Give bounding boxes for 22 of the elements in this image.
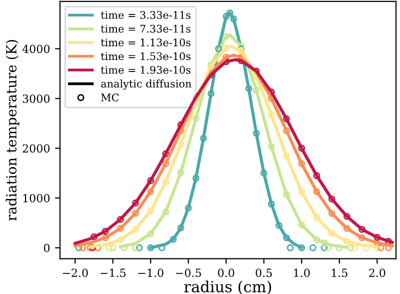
x-tick-label: 0.0 (218, 268, 234, 278)
x-tick-label: −1.0 (138, 268, 164, 278)
x-tick-label: −1.5 (100, 268, 126, 278)
x-tick-label: −0.5 (176, 268, 201, 278)
legend-label: analytic diffusion (101, 79, 192, 90)
y-tick-label: 3000 (22, 94, 50, 103)
x-tick-label: 1.0 (294, 268, 310, 278)
y-tick-label: 4000 (22, 44, 50, 54)
legend-label: time = 3.33e-11s (100, 11, 190, 19)
legend-label: time = 7.33e-11s (100, 24, 190, 33)
legend-label: time = 1.93e-10s (100, 66, 190, 74)
y-tick-label: 0 (44, 244, 50, 252)
legend-label: time = 1.13e-10s (100, 38, 190, 46)
x-tick-label: 0.5 (256, 268, 272, 278)
x-tick-label: −2.0 (62, 268, 88, 278)
y-axis-title: radiation temperature (K) (6, 40, 20, 221)
y-tick-label: 2000 (22, 144, 50, 153)
legend-label: MC (101, 94, 119, 102)
x-tick-label: 1.5 (332, 268, 348, 278)
legend-label: time = 1.53e-10s (100, 52, 190, 60)
y-tick-label: 1000 (23, 194, 50, 202)
x-tick-label: 2.0 (369, 268, 386, 278)
